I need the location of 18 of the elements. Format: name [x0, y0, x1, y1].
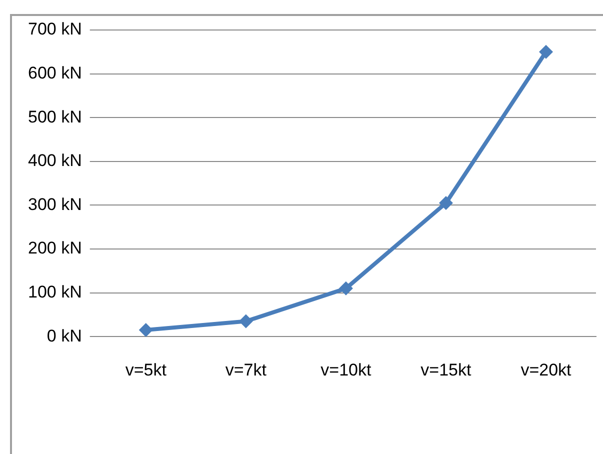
- y-tick-label: 100 kN: [28, 282, 82, 302]
- x-tick-label: v=7kt: [225, 360, 267, 380]
- point: [538, 44, 553, 59]
- x-tick-label: v=10kt: [320, 360, 372, 380]
- x-tick-label: v=5kt: [125, 360, 167, 380]
- point: [438, 196, 453, 210]
- y-tick-label: 0 kN: [46, 326, 82, 346]
- point: [238, 314, 253, 328]
- y-tick-label: 300 kN: [28, 194, 82, 214]
- point: [138, 323, 153, 337]
- y-tick-label: 700 kN: [28, 20, 82, 39]
- y-tick-label: 600 kN: [28, 63, 82, 82]
- x-tick-label: v=15kt: [420, 360, 472, 380]
- y-tick-label: 500 kN: [28, 107, 82, 126]
- y-tick-label: 200 kN: [28, 238, 82, 258]
- y-tick-label: 400 kN: [28, 151, 82, 170]
- x-tick-label: v=20kt: [520, 360, 572, 380]
- point: [338, 281, 353, 296]
